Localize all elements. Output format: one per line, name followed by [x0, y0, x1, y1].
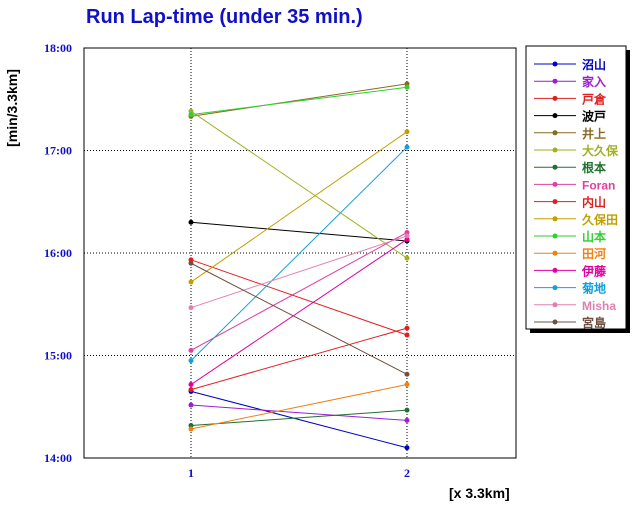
series-line: [190, 404, 408, 421]
data-point: [404, 230, 410, 235]
series-line: [190, 83, 408, 117]
series-line: [190, 384, 408, 430]
legend-swatch-marker: [552, 199, 558, 205]
legend-item-label: 沼山: [582, 57, 606, 72]
legend-swatch-marker: [552, 267, 558, 273]
series-line: [190, 221, 408, 242]
legend-item-label: 井上: [582, 126, 606, 141]
data-point: [404, 233, 410, 239]
series-line: [190, 131, 408, 283]
y-axis-label: [min/3.3km]: [4, 69, 20, 147]
data-point: [404, 407, 410, 413]
y-tick-label: 15:00: [44, 349, 72, 363]
x-axis-label: [x 3.3km]: [449, 485, 510, 501]
series-lines: [188, 81, 410, 451]
data-point: [188, 347, 194, 353]
legend-item-label: 根本: [582, 160, 606, 175]
data-point: [188, 305, 194, 311]
legend-item-label: Misha: [582, 299, 616, 313]
legend-item-label: 内山: [582, 195, 606, 210]
series-line: [190, 232, 408, 351]
grid: [84, 48, 516, 458]
data-point: [188, 219, 194, 225]
data-point: [404, 382, 410, 388]
series-line: [190, 235, 408, 309]
y-tick-label: 16:00: [44, 246, 72, 260]
data-point: [404, 417, 410, 423]
x-tick-label: 2: [404, 466, 410, 480]
legend-item-label: 家入: [582, 74, 606, 89]
data-point: [404, 81, 410, 87]
legend-item-label: 菊地: [581, 281, 606, 296]
series-line: [190, 110, 408, 259]
y-tick-label: 18:00: [44, 41, 72, 55]
data-point: [188, 108, 194, 114]
legend-item-label: 田河: [582, 246, 606, 261]
legend-swatch-marker: [552, 181, 558, 187]
legend-swatch-marker: [552, 130, 558, 136]
legend-swatch-marker: [552, 78, 558, 84]
legend-item-label: 戸倉: [582, 91, 607, 106]
legend-box: [525, 45, 627, 330]
series-line: [190, 327, 408, 391]
series-line: [190, 409, 408, 427]
plot-frame: [83, 47, 517, 459]
legend-swatch-marker: [552, 164, 558, 170]
legend-swatch-marker: [552, 61, 558, 67]
data-point: [404, 236, 410, 242]
legend-swatch-marker: [552, 147, 558, 153]
series-line: [190, 390, 408, 449]
series-line: [190, 238, 408, 385]
series-line: [190, 259, 408, 336]
legend-item-label: 伊藤: [581, 263, 607, 278]
data-point: [188, 423, 194, 429]
data-point: [188, 382, 194, 388]
data-point: [404, 129, 410, 135]
legend-swatch-marker: [552, 233, 558, 239]
chart-title: Run Lap-time (under 35 min.): [86, 6, 363, 28]
data-point: [188, 426, 194, 432]
data-point: [188, 387, 194, 393]
series-line: [190, 262, 408, 375]
y-tick-labels: 14:00 15:00 16:00 17:00 18:00: [44, 41, 72, 465]
legend-swatch-marker: [552, 302, 558, 308]
data-point: [404, 445, 410, 451]
legend-item-label: 波戸: [582, 109, 606, 124]
legend-item-label: Foran: [582, 178, 615, 192]
data-point: [404, 332, 410, 338]
data-point: [188, 112, 194, 118]
legend-swatch-marker: [552, 250, 558, 256]
data-point: [188, 257, 194, 263]
y-tick-label: 17:00: [44, 144, 72, 158]
data-point: [404, 144, 410, 150]
legend-swatch-marker: [552, 113, 558, 119]
data-point: [188, 402, 194, 408]
series-line: [190, 146, 408, 361]
legend-item-label: 宮島: [582, 315, 606, 330]
data-point: [188, 279, 194, 285]
data-point: [404, 371, 410, 377]
legend-swatch-marker: [552, 216, 558, 222]
y-tick-label: 14:00: [44, 451, 72, 465]
data-point: [404, 255, 410, 261]
data-point: [404, 325, 410, 331]
data-point: [188, 260, 194, 266]
legend-swatch-marker: [552, 95, 558, 101]
legend-item-label: 大久保: [582, 143, 619, 158]
legend-item-label: 久保田: [582, 212, 618, 227]
legend-swatch-marker: [552, 319, 558, 325]
x-tick-label: 1: [188, 466, 194, 480]
data-point: [404, 84, 410, 90]
series-line: [190, 86, 408, 116]
legend-swatch-marker: [552, 285, 558, 291]
data-point: [188, 358, 194, 364]
legend-item-label: 山本: [582, 229, 606, 244]
